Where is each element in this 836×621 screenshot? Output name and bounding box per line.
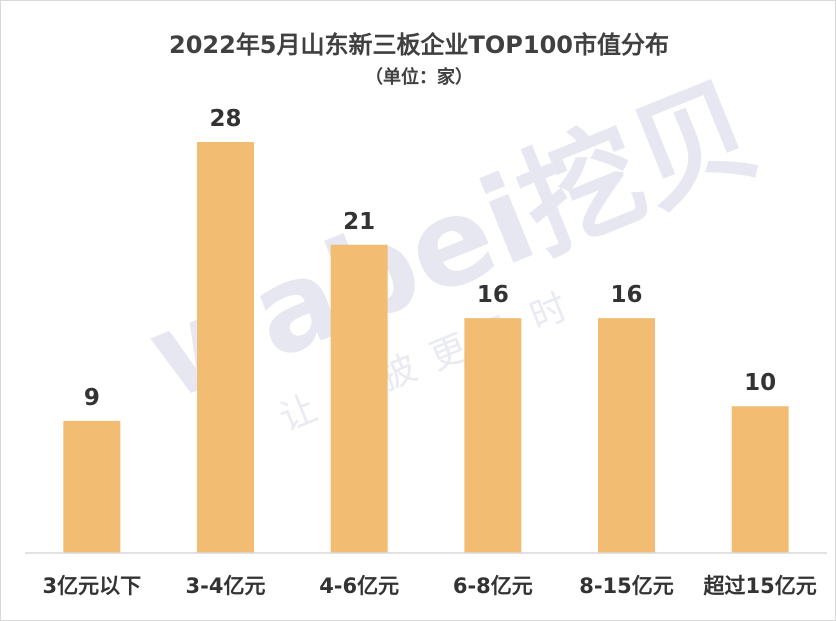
chart-title: 2022年5月山东新三板企业TOP100市值分布 <box>169 31 669 59</box>
x-tick-label-2: 3-4亿元 <box>186 574 266 598</box>
bar-3 <box>330 244 388 553</box>
x-tick-label-6: 超过15亿元 <box>704 574 817 598</box>
data-label-4: 16 <box>477 282 509 308</box>
data-label-5: 16 <box>610 282 642 308</box>
data-label-2: 28 <box>209 106 241 132</box>
x-tick-label-3: 4-6亿元 <box>319 574 399 598</box>
bar-5 <box>598 318 655 553</box>
data-label-6: 10 <box>744 370 776 396</box>
x-tick-label-4: 6-8亿元 <box>453 574 533 598</box>
data-label-1: 9 <box>84 385 100 411</box>
bar-1 <box>63 420 121 553</box>
x-tick-label-5: 8-15亿元 <box>579 574 674 598</box>
bar-4 <box>464 318 522 553</box>
bar-6 <box>731 406 789 553</box>
bar-2 <box>197 142 254 553</box>
x-tick-label-1: 3亿元以下 <box>43 574 142 598</box>
bar-series: 9 3亿元以下 28 3-4亿元 21 4-6亿元 16 6-8亿元 16 8-15亿元 10 超过1… <box>43 106 817 598</box>
data-label-3: 21 <box>343 209 375 235</box>
chart-subtitle: （单位：家） <box>365 66 473 88</box>
